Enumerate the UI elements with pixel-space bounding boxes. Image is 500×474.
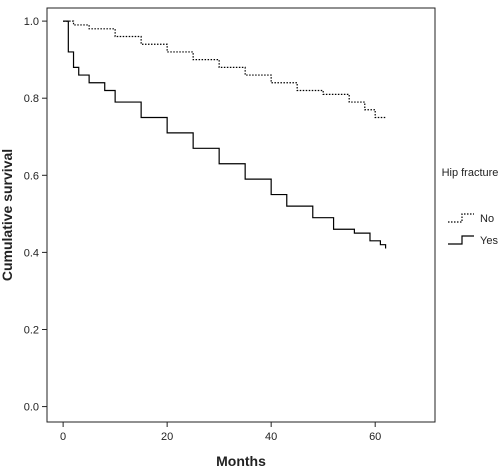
legend-swatch xyxy=(448,213,474,223)
x-tick-label: 60 xyxy=(369,431,381,443)
survival-line xyxy=(63,20,387,249)
x-tick-label: 20 xyxy=(161,431,173,443)
x-tick-label: 40 xyxy=(265,431,277,443)
y-tick-label: 1.0 xyxy=(24,16,39,28)
y-tick-label: 0.8 xyxy=(24,93,39,105)
legend-label: Yes xyxy=(480,235,498,247)
y-tick-label: 0.2 xyxy=(24,324,39,336)
survival-line xyxy=(63,20,386,119)
x-axis-label: Months xyxy=(216,453,266,469)
legend-title: Hip fracture xyxy=(441,167,499,179)
y-tick-label: 0.6 xyxy=(24,170,39,182)
x-tick-label: 0 xyxy=(60,431,66,443)
y-axis-label: Cumulative survival xyxy=(0,149,15,281)
plot-frame xyxy=(46,7,436,423)
y-tick-label: 0.0 xyxy=(24,402,39,414)
legend-swatch xyxy=(448,235,474,245)
legend-label: No xyxy=(480,213,494,225)
y-tick-label: 0.4 xyxy=(24,247,39,259)
